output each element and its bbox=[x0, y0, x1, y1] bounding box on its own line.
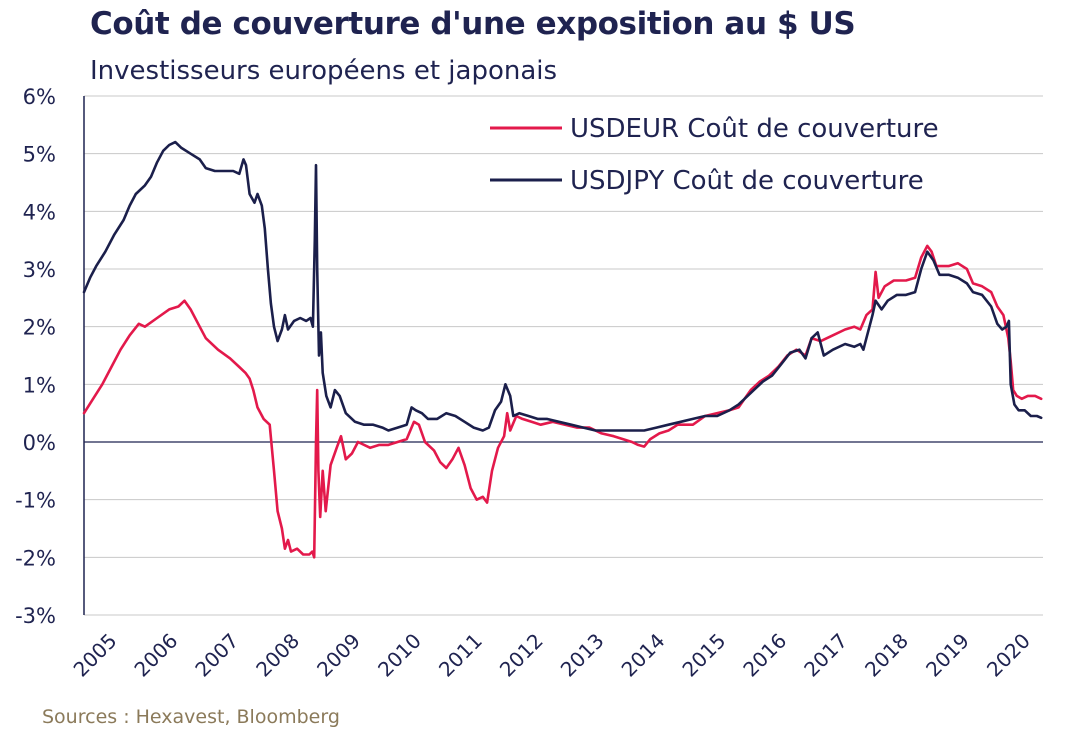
y-tick-label: 6% bbox=[23, 85, 56, 109]
legend: USDEUR Coût de couverture USDJPY Coût de … bbox=[490, 114, 939, 196]
x-tick-label: 2008 bbox=[251, 629, 304, 682]
x-tick-label: 2017 bbox=[799, 629, 852, 682]
x-tick-label: 2007 bbox=[190, 629, 243, 682]
y-axis-ticks: -3% -2% -1% 0% 1% 2% 3% 4% 5% 6% bbox=[15, 85, 56, 628]
source-note: Sources : Hexavest, Bloomberg bbox=[42, 706, 340, 728]
x-tick-label: 2009 bbox=[312, 629, 365, 682]
y-tick-label: 3% bbox=[23, 258, 56, 282]
legend-label-usdeur: USDEUR Coût de couverture bbox=[570, 114, 939, 144]
y-tick-label: -3% bbox=[15, 604, 56, 628]
x-tick-label: 2011 bbox=[434, 629, 487, 682]
x-tick-label: 2015 bbox=[677, 629, 730, 682]
series-usdeur-line bbox=[82, 244, 1043, 559]
y-tick-label: 0% bbox=[23, 431, 56, 455]
y-tick-label: -2% bbox=[15, 546, 56, 570]
x-tick-label: 2012 bbox=[495, 629, 548, 682]
series-lines bbox=[82, 140, 1043, 559]
x-tick-label: 2019 bbox=[921, 629, 974, 682]
y-tick-label: 1% bbox=[23, 373, 56, 397]
y-tick-label: -1% bbox=[15, 489, 56, 513]
x-tick-label: 2016 bbox=[738, 629, 791, 682]
y-tick-label: 4% bbox=[23, 200, 56, 224]
series-usdjpy-line bbox=[82, 140, 1043, 432]
x-tick-label: 2006 bbox=[129, 629, 182, 682]
y-tick-label: 5% bbox=[23, 143, 56, 167]
x-tick-label: 2014 bbox=[617, 629, 670, 682]
x-tick-label: 2005 bbox=[69, 629, 122, 682]
x-tick-label: 2020 bbox=[982, 629, 1035, 682]
x-axis-ticks: 2005 2006 2007 2008 2009 2010 2011 2012 2013 2014… bbox=[69, 629, 1035, 682]
chart-subtitle: Investisseurs européens et japonais bbox=[90, 56, 558, 86]
y-tick-label: 2% bbox=[23, 316, 56, 340]
gridlines bbox=[84, 95, 1043, 616]
x-tick-label: 2010 bbox=[373, 629, 426, 682]
x-tick-label: 2013 bbox=[556, 629, 609, 682]
chart-title: Coût de couverture d'une exposition au $… bbox=[90, 6, 856, 42]
legend-label-usdjpy: USDJPY Coût de couverture bbox=[570, 166, 924, 196]
axes bbox=[83, 96, 1043, 615]
x-tick-label: 2018 bbox=[860, 629, 913, 682]
